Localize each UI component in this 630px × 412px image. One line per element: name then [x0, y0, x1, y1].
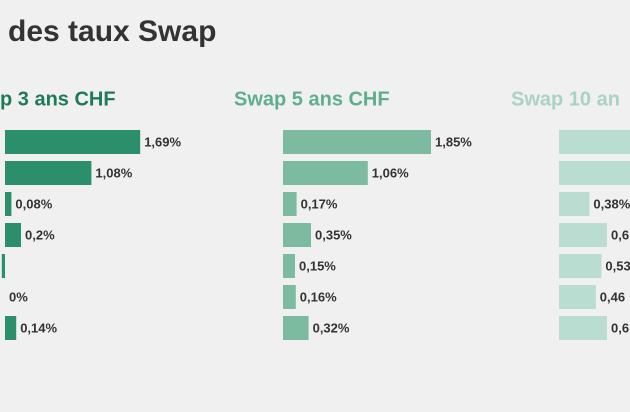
- bar: [283, 316, 309, 340]
- bar: [559, 285, 596, 309]
- bar: [5, 130, 141, 154]
- value-label: 0,17%: [301, 196, 338, 211]
- value-label: 1,06%: [372, 165, 409, 180]
- bar: [559, 316, 607, 340]
- bar: [5, 316, 17, 340]
- bar: [559, 192, 590, 216]
- value-label: 0,6: [611, 320, 629, 335]
- value-label: 1,08%: [95, 165, 132, 180]
- chart-title: p 3 ans CHF: [0, 88, 116, 110]
- bar: [283, 192, 297, 216]
- bar: [283, 161, 368, 185]
- value-label: 1,69%: [144, 134, 181, 149]
- value-label: 0,32%: [313, 320, 350, 335]
- bar: [283, 285, 296, 309]
- bar: [559, 130, 630, 154]
- value-label: 0,16%: [300, 289, 337, 304]
- bar: [283, 254, 295, 278]
- value-label: 0,14%: [20, 320, 57, 335]
- value-label: 0,6: [611, 227, 629, 242]
- value-label: 0,08%: [15, 196, 52, 211]
- bar: [1, 254, 5, 278]
- chart-title: Swap 10 an: [511, 88, 620, 110]
- value-label: 0,15%: [299, 258, 336, 273]
- bar: [5, 223, 21, 247]
- value-label: 0,53: [605, 258, 630, 273]
- chart-title: Swap 5 ans CHF: [234, 88, 390, 110]
- value-label: 0,2%: [25, 227, 55, 242]
- bar: [283, 130, 431, 154]
- value-label: 0,35%: [315, 227, 352, 242]
- page-title: des taux Swap: [8, 15, 216, 48]
- value-label: 0%: [9, 289, 28, 304]
- bar: [559, 254, 602, 278]
- bar: [5, 161, 92, 185]
- value-label: 0,46: [600, 289, 625, 304]
- bar: [283, 223, 311, 247]
- value-label: 0,38%: [593, 196, 630, 211]
- bar: [5, 192, 12, 216]
- value-label: 1,85%: [435, 134, 472, 149]
- bar: [559, 223, 607, 247]
- bar: [559, 161, 630, 185]
